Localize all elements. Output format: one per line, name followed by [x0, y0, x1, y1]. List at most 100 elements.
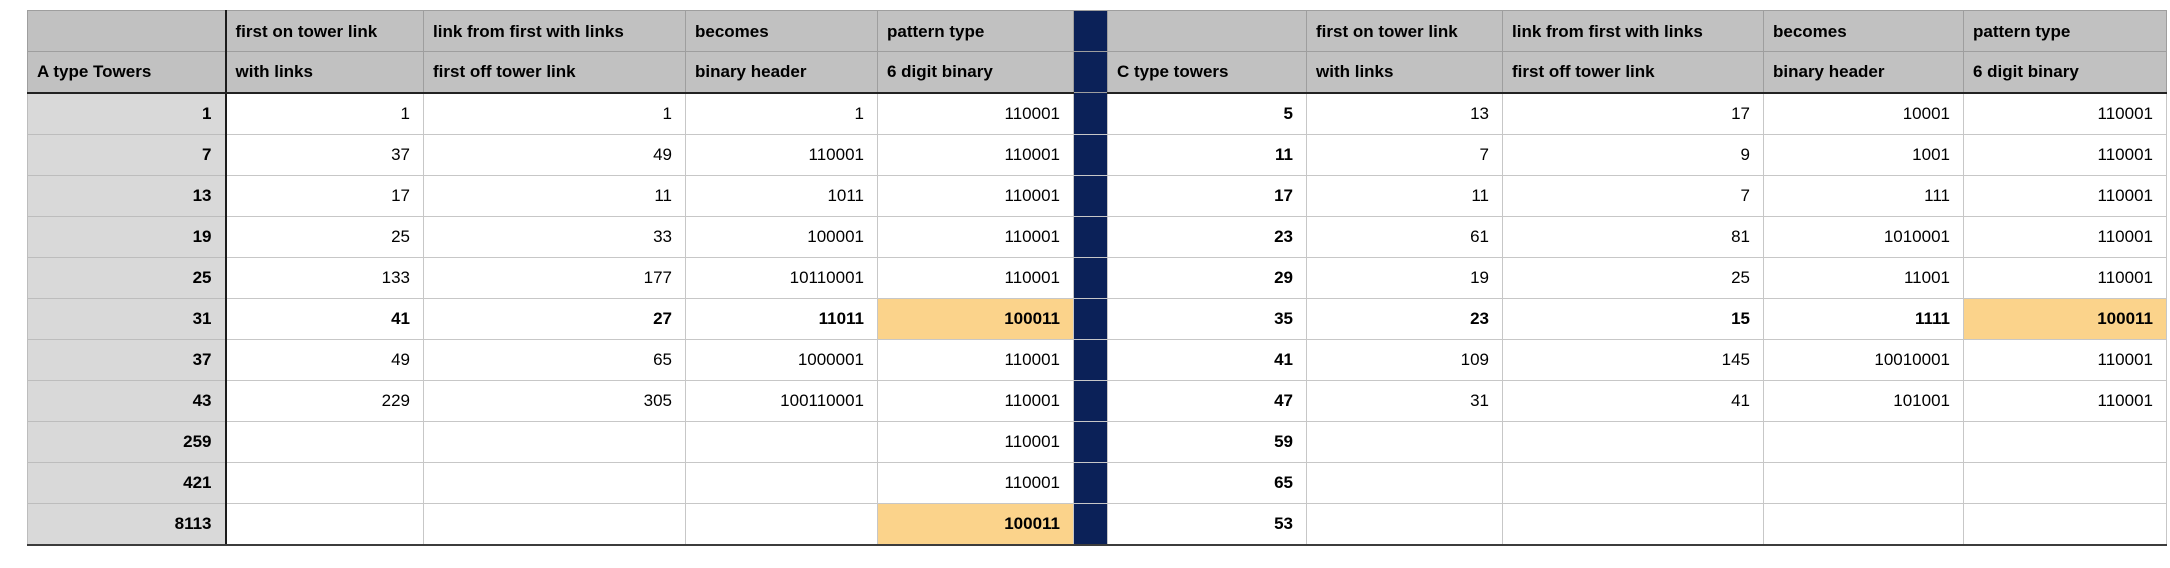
divider-cell[interactable]: [1073, 297, 1108, 340]
value-cell[interactable]: 25: [225, 215, 424, 258]
tower-label-cell[interactable]: 11: [1107, 133, 1307, 176]
tower-label-cell[interactable]: 17: [1107, 174, 1307, 217]
divider-cell[interactable]: [1073, 51, 1108, 93]
value-cell[interactable]: 7: [1502, 174, 1764, 217]
value-cell[interactable]: 100001: [685, 215, 878, 258]
column-header-cell[interactable]: first off tower link: [1502, 51, 1764, 94]
tower-label-cell[interactable]: 31: [27, 297, 227, 340]
divider-cell[interactable]: [1073, 338, 1108, 381]
value-cell[interactable]: 37: [225, 133, 424, 176]
value-cell[interactable]: [423, 461, 686, 504]
pattern-cell[interactable]: [1963, 461, 2167, 504]
divider-cell[interactable]: [1073, 420, 1108, 463]
value-cell[interactable]: 100110001: [685, 379, 878, 422]
value-cell[interactable]: [225, 420, 424, 463]
value-cell[interactable]: 1: [225, 92, 424, 135]
value-cell[interactable]: 65: [423, 338, 686, 381]
value-cell[interactable]: 177: [423, 256, 686, 299]
value-cell[interactable]: 11: [423, 174, 686, 217]
value-cell[interactable]: 1: [685, 92, 878, 135]
value-cell[interactable]: 33: [423, 215, 686, 258]
tower-label-cell[interactable]: 65: [1107, 461, 1307, 504]
value-cell[interactable]: [225, 461, 424, 504]
pattern-cell[interactable]: 110001: [877, 174, 1074, 217]
value-cell[interactable]: 305: [423, 379, 686, 422]
value-cell[interactable]: 81: [1502, 215, 1764, 258]
value-cell[interactable]: [685, 420, 878, 463]
column-header-cell[interactable]: first off tower link: [423, 51, 686, 94]
value-cell[interactable]: 1000001: [685, 338, 878, 381]
column-header-cell[interactable]: 6 digit binary: [877, 51, 1074, 94]
tower-label-cell[interactable]: 47: [1107, 379, 1307, 422]
value-cell[interactable]: 23: [1306, 297, 1503, 340]
value-cell[interactable]: 109: [1306, 338, 1503, 381]
divider-cell[interactable]: [1073, 461, 1108, 504]
divider-cell[interactable]: [1073, 379, 1108, 422]
value-cell[interactable]: 145: [1502, 338, 1764, 381]
pattern-cell[interactable]: [1963, 502, 2167, 546]
value-cell[interactable]: [1502, 420, 1764, 463]
tower-label-cell[interactable]: 19: [27, 215, 227, 258]
value-cell[interactable]: 1: [423, 92, 686, 135]
column-header-cell[interactable]: pattern type: [1963, 10, 2167, 52]
tower-label-cell[interactable]: 259: [27, 420, 227, 463]
pattern-cell[interactable]: 110001: [1963, 92, 2167, 135]
column-header-cell[interactable]: binary header: [685, 51, 878, 94]
pattern-cell[interactable]: 110001: [877, 461, 1074, 504]
column-header-cell[interactable]: with links: [225, 51, 424, 94]
value-cell[interactable]: 11: [1306, 174, 1503, 217]
pattern-cell[interactable]: 110001: [1963, 133, 2167, 176]
value-cell[interactable]: 41: [1502, 379, 1764, 422]
value-cell[interactable]: 1011: [685, 174, 878, 217]
value-cell[interactable]: 15: [1502, 297, 1764, 340]
divider-cell[interactable]: [1073, 174, 1108, 217]
pattern-cell[interactable]: 110001: [877, 256, 1074, 299]
header-spacer-cell[interactable]: [27, 10, 227, 52]
pattern-cell[interactable]: 110001: [1963, 379, 2167, 422]
divider-cell[interactable]: [1073, 215, 1108, 258]
tower-label-cell[interactable]: 37: [27, 338, 227, 381]
pattern-cell[interactable]: 100011: [1963, 297, 2167, 340]
value-cell[interactable]: 133: [225, 256, 424, 299]
pattern-cell[interactable]: 110001: [877, 379, 1074, 422]
pattern-cell[interactable]: 110001: [1963, 338, 2167, 381]
value-cell[interactable]: [685, 502, 878, 546]
tower-label-cell[interactable]: 5: [1107, 92, 1307, 135]
value-cell[interactable]: 49: [423, 133, 686, 176]
value-cell[interactable]: 11011: [685, 297, 878, 340]
value-cell[interactable]: [685, 461, 878, 504]
value-cell[interactable]: 17: [1502, 92, 1764, 135]
value-cell[interactable]: [1763, 461, 1964, 504]
tower-label-cell[interactable]: 8113: [27, 502, 227, 546]
divider-cell[interactable]: [1073, 256, 1108, 299]
tower-label-cell[interactable]: 1: [27, 92, 227, 135]
value-cell[interactable]: 41: [225, 297, 424, 340]
value-cell[interactable]: [423, 502, 686, 546]
value-cell[interactable]: 1001: [1763, 133, 1964, 176]
value-cell[interactable]: 110001: [685, 133, 878, 176]
value-cell[interactable]: [1502, 502, 1764, 546]
value-cell[interactable]: 1111: [1763, 297, 1964, 340]
value-cell[interactable]: 49: [225, 338, 424, 381]
pattern-cell[interactable]: [1963, 420, 2167, 463]
tower-label-cell[interactable]: 7: [27, 133, 227, 176]
column-header-cell[interactable]: link from first with links: [1502, 10, 1764, 52]
pattern-cell[interactable]: 110001: [1963, 174, 2167, 217]
pattern-cell[interactable]: 110001: [1963, 215, 2167, 258]
value-cell[interactable]: [1306, 502, 1503, 546]
pattern-cell[interactable]: 110001: [877, 92, 1074, 135]
column-header-cell[interactable]: first on tower link: [225, 10, 424, 52]
column-header-cell[interactable]: with links: [1306, 51, 1503, 94]
column-header-cell[interactable]: 6 digit binary: [1963, 51, 2167, 94]
tower-label-cell[interactable]: 23: [1107, 215, 1307, 258]
divider-cell[interactable]: [1073, 502, 1108, 546]
value-cell[interactable]: [1763, 502, 1964, 546]
divider-cell[interactable]: [1073, 133, 1108, 176]
tower-label-cell[interactable]: 41: [1107, 338, 1307, 381]
divider-cell[interactable]: [1073, 10, 1108, 52]
value-cell[interactable]: 7: [1306, 133, 1503, 176]
tower-label-cell[interactable]: 25: [27, 256, 227, 299]
value-cell[interactable]: 10110001: [685, 256, 878, 299]
tower-label-cell[interactable]: 13: [27, 174, 227, 217]
table-title-header-cell[interactable]: A type Towers: [27, 51, 227, 94]
